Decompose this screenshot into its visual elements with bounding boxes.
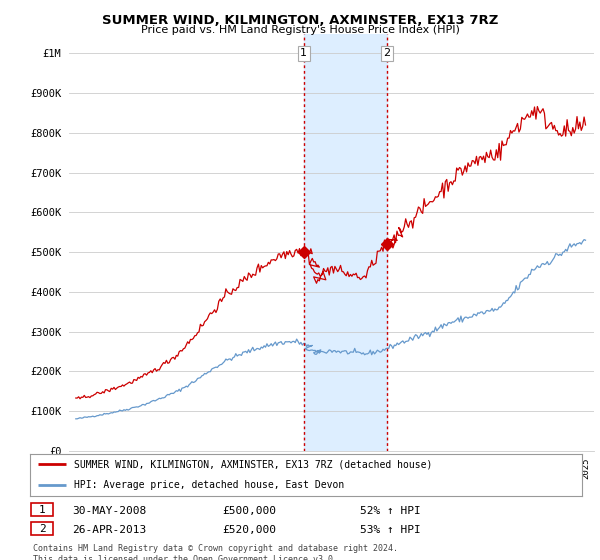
Text: SUMMER WIND, KILMINGTON, AXMINSTER, EX13 7RZ (detached house): SUMMER WIND, KILMINGTON, AXMINSTER, EX13… <box>74 459 433 469</box>
Text: 1: 1 <box>38 505 46 515</box>
Text: 2: 2 <box>383 49 391 58</box>
Text: 52% ↑ HPI: 52% ↑ HPI <box>360 506 421 516</box>
Text: Price paid vs. HM Land Registry's House Price Index (HPI): Price paid vs. HM Land Registry's House … <box>140 25 460 35</box>
FancyBboxPatch shape <box>31 522 53 535</box>
FancyBboxPatch shape <box>31 503 53 516</box>
Text: 1: 1 <box>301 49 307 58</box>
Text: SUMMER WIND, KILMINGTON, AXMINSTER, EX13 7RZ: SUMMER WIND, KILMINGTON, AXMINSTER, EX13… <box>102 14 498 27</box>
Text: 53% ↑ HPI: 53% ↑ HPI <box>360 525 421 535</box>
Bar <box>304 34 387 451</box>
Text: £520,000: £520,000 <box>222 525 276 535</box>
Text: 30-MAY-2008: 30-MAY-2008 <box>72 506 146 516</box>
Text: £500,000: £500,000 <box>222 506 276 516</box>
Text: HPI: Average price, detached house, East Devon: HPI: Average price, detached house, East… <box>74 480 344 490</box>
Text: 2: 2 <box>38 524 46 534</box>
Text: 26-APR-2013: 26-APR-2013 <box>72 525 146 535</box>
Text: Contains HM Land Registry data © Crown copyright and database right 2024.
This d: Contains HM Land Registry data © Crown c… <box>33 544 398 560</box>
